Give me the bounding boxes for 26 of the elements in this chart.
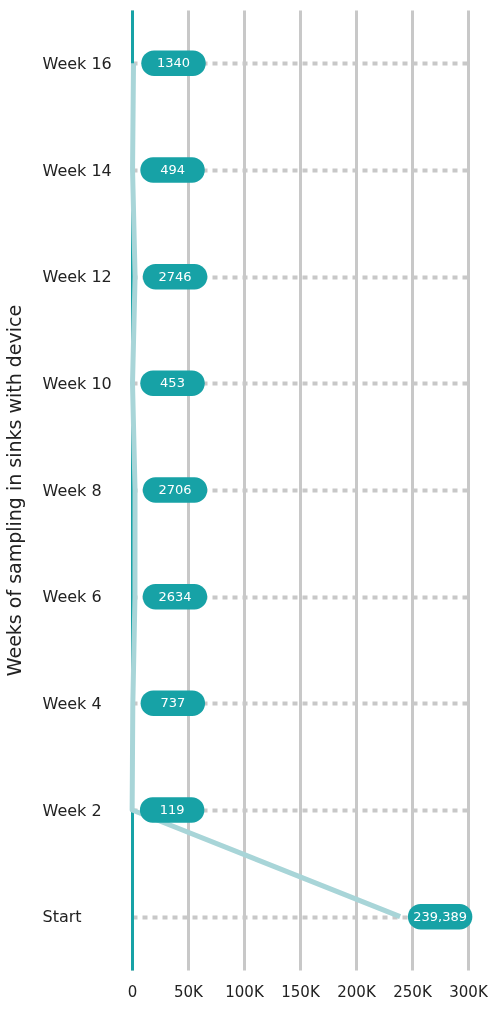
y-tick-label: Start xyxy=(42,907,82,927)
data-label: 119 xyxy=(159,802,185,817)
data-label: 2706 xyxy=(158,482,192,497)
data-label: 2746 xyxy=(158,268,192,284)
data-label: 453 xyxy=(160,375,185,391)
y-tick-label: Week 14 xyxy=(42,160,112,180)
data-label: 494 xyxy=(160,162,185,177)
y-axis-title: Weeks of sampling in sinks with device xyxy=(2,304,25,677)
y-tick-label: Week 10 xyxy=(42,373,112,393)
y-tick-label: Week 16 xyxy=(42,53,112,73)
data-label: 2634 xyxy=(158,588,192,604)
data-label: 737 xyxy=(160,695,186,711)
y-tick-label: Week 6 xyxy=(42,587,102,607)
x-tick-label: 0 xyxy=(127,982,138,1001)
y-tick-label: Week 12 xyxy=(42,267,112,287)
y-tick-label: Week 4 xyxy=(42,693,102,713)
y-tick-label: Week 2 xyxy=(42,800,102,820)
data-label: 239,389 xyxy=(413,908,467,924)
x-tick-label: 50K xyxy=(174,982,205,1001)
x-tick-label: 100K xyxy=(225,982,265,1001)
y-tick-label: Week 8 xyxy=(42,480,102,500)
x-tick-label: 250K xyxy=(393,982,433,1001)
x-tick-label: 200K xyxy=(337,982,377,1001)
x-tick-label: 300K xyxy=(449,982,489,1001)
x-tick-label: 150K xyxy=(281,982,321,1001)
data-label: 1340 xyxy=(156,55,191,71)
